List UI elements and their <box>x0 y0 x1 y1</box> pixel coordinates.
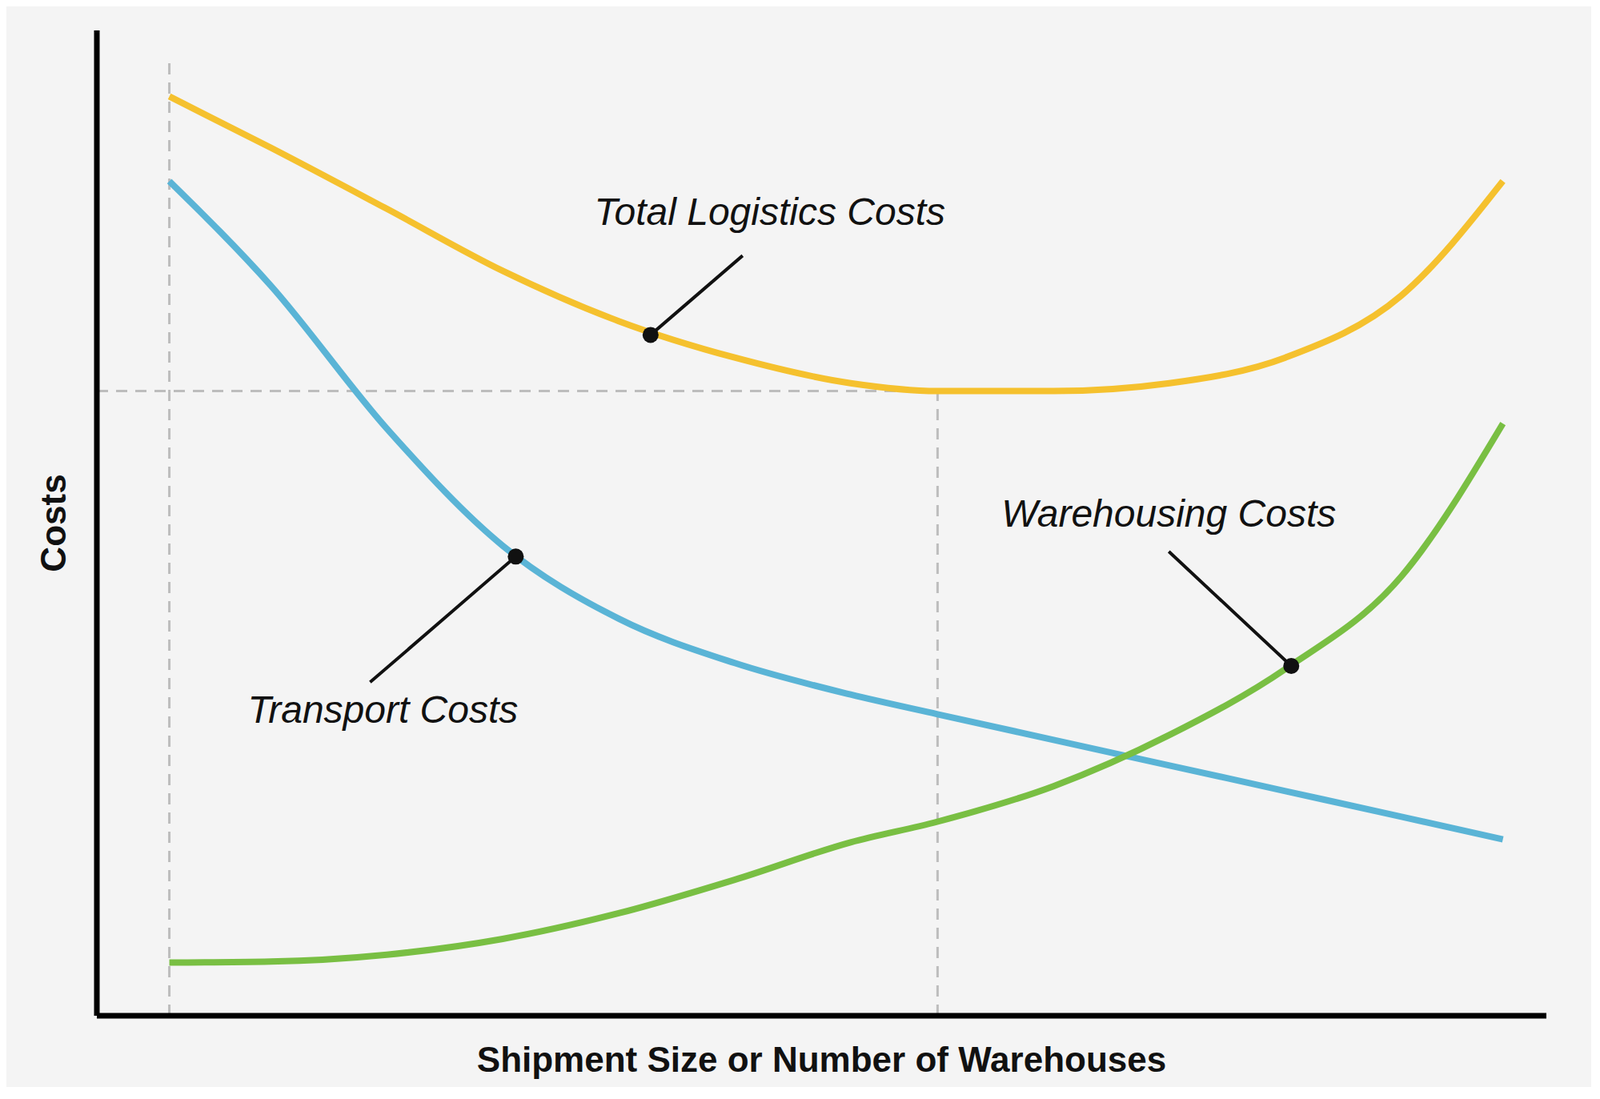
svg-text:Total Logistics Costs: Total Logistics Costs <box>594 190 946 233</box>
svg-text:Warehousing Costs: Warehousing Costs <box>1001 492 1336 535</box>
svg-text:Costs: Costs <box>33 473 73 572</box>
svg-text:Transport Costs: Transport Costs <box>247 688 518 731</box>
svg-text:Shipment Size or Number of War: Shipment Size or Number of Warehouses <box>477 1039 1167 1079</box>
